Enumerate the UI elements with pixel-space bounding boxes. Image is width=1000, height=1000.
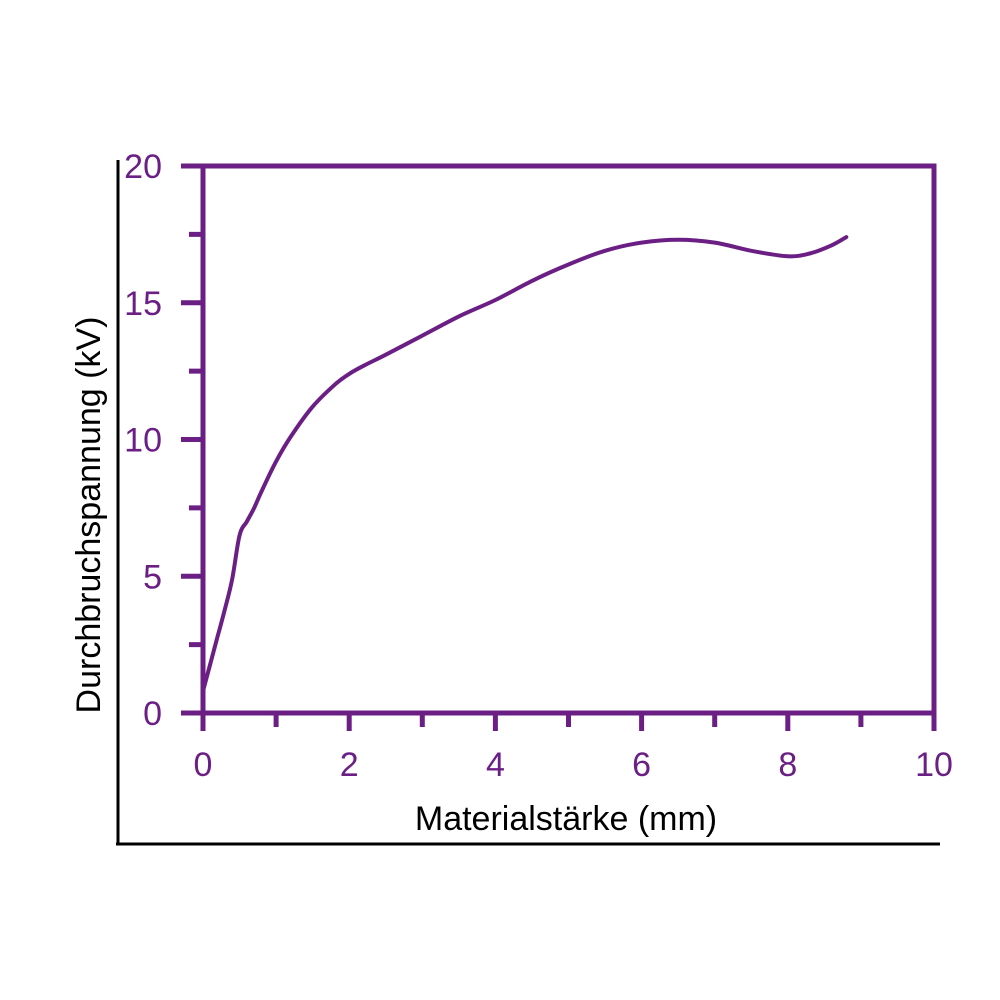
x-tick-label: 2 [340, 746, 359, 784]
x-tick-label: 8 [778, 746, 797, 784]
y-axis-title: Durchbruchspannung (kV) [70, 317, 108, 714]
x-axis-title: Materialstärke (mm) [415, 800, 717, 838]
y-tick-label: 5 [143, 558, 162, 596]
x-tick-label: 6 [632, 746, 651, 784]
x-tick-label: 0 [194, 746, 213, 784]
y-tick-label: 0 [143, 695, 162, 733]
series-line [201, 235, 849, 694]
x-tick-label: 4 [486, 746, 505, 784]
y-tick-label: 10 [124, 422, 162, 460]
y-tick-label: 20 [124, 148, 162, 186]
y-tick-label: 15 [124, 285, 162, 323]
x-tick-label: 10 [915, 746, 953, 784]
